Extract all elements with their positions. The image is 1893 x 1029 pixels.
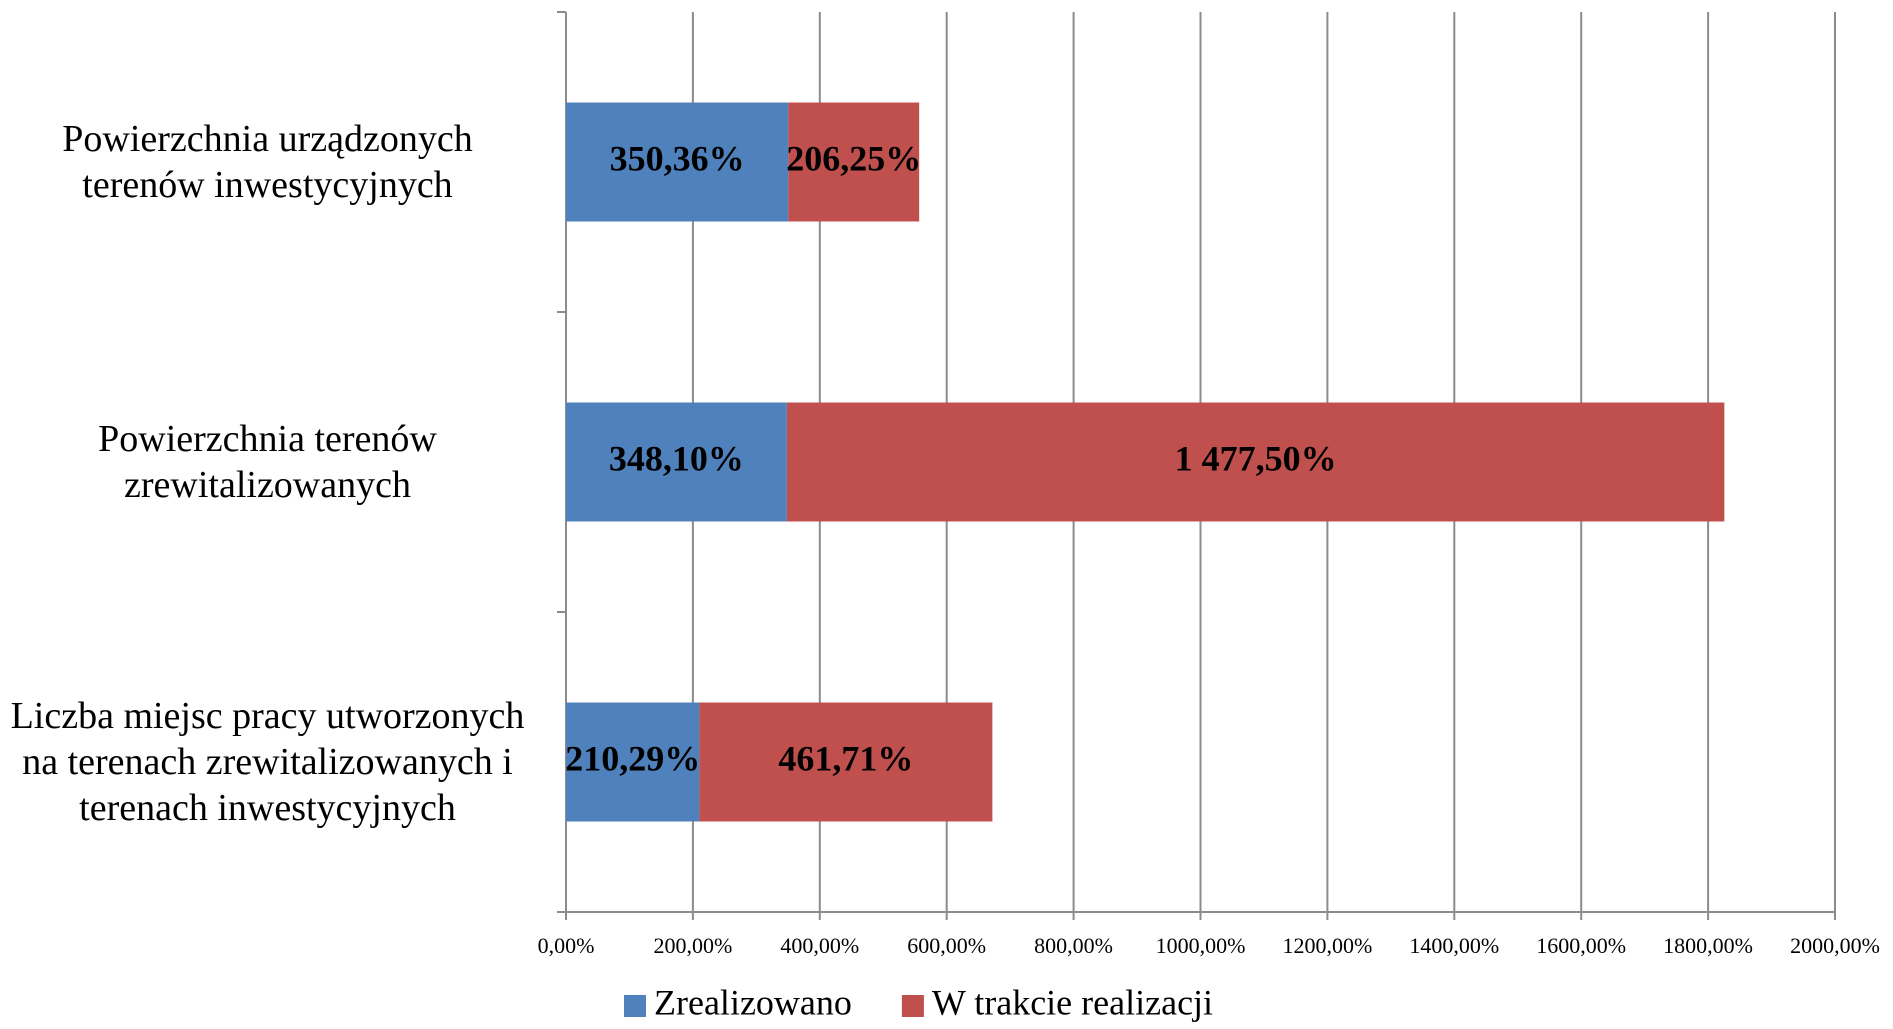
data-label: 348,10%: [609, 438, 744, 478]
x-tick-label: 800,00%: [1034, 933, 1113, 958]
legend-swatch: [624, 995, 646, 1017]
x-tick-label: 1600,00%: [1536, 933, 1626, 958]
x-tick-label: 400,00%: [780, 933, 859, 958]
bar-segment: [699, 702, 993, 822]
x-tick-label: 0,00%: [538, 933, 595, 958]
data-label: 461,71%: [778, 738, 913, 778]
bar-segment: [566, 102, 789, 222]
legend-swatch: [901, 995, 924, 1017]
data-label: 1 477,50%: [1175, 438, 1337, 478]
bar-segment: [566, 702, 700, 822]
data-label: 206,25%: [786, 138, 921, 178]
legend-label: Zrealizowano: [654, 982, 852, 1022]
x-tick-label: 1400,00%: [1409, 933, 1499, 958]
data-label: 350,36%: [610, 138, 745, 178]
category-label: Powierzchnia terenów zrewitalizowanych: [98, 418, 437, 506]
x-tick-label: 2000,00%: [1790, 933, 1880, 958]
data-label: 210,29%: [565, 738, 700, 778]
bar-segment: [786, 402, 1725, 522]
x-tick-label: 1800,00%: [1663, 933, 1753, 958]
category-label: Powierzchnia urządzonych terenów inwesty…: [62, 118, 473, 206]
bar-segment: [788, 102, 920, 222]
category-label: Liczba miejsc pracy utworzonych na teren…: [10, 695, 525, 829]
bar-segment: [566, 402, 787, 522]
x-tick-label: 200,00%: [653, 933, 732, 958]
x-tick-label: 600,00%: [907, 933, 986, 958]
x-tick-label: 1000,00%: [1156, 933, 1246, 958]
x-tick-label: 1200,00%: [1282, 933, 1372, 958]
legend-label: W trakcie realizacji: [932, 982, 1213, 1022]
